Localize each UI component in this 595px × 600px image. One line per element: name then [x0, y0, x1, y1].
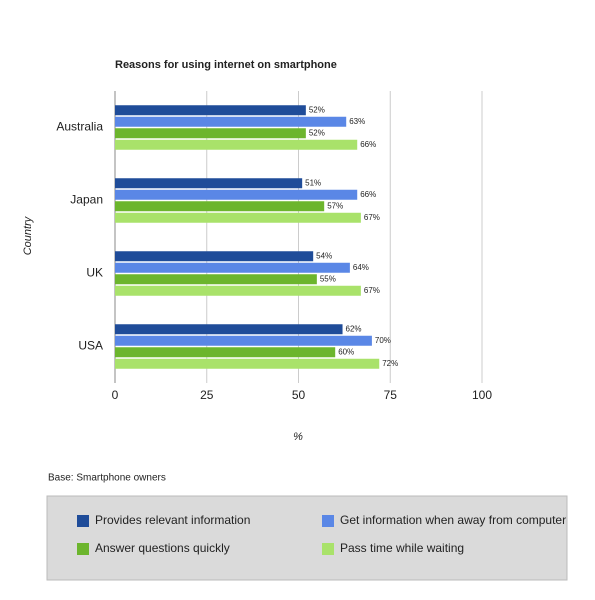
value-label: 66%: [360, 190, 376, 199]
x-tick-label: 50: [292, 388, 306, 402]
y-tick-label: Japan: [70, 193, 103, 207]
legend-label: Pass time while waiting: [340, 541, 464, 555]
y-axis-label: Country: [22, 215, 34, 255]
value-label: 66%: [360, 140, 376, 149]
bar: [115, 116, 347, 127]
x-tick-label: 0: [112, 388, 119, 402]
value-label: 52%: [309, 128, 325, 137]
value-label: 60%: [338, 347, 354, 356]
value-label: 62%: [346, 324, 362, 333]
legend-label: Get information when away from computer: [340, 513, 566, 527]
note: Base: Smartphone owners: [48, 473, 166, 484]
legend-label: Provides relevant information: [95, 513, 250, 527]
value-label: 63%: [349, 117, 365, 126]
legend-label: Answer questions quickly: [95, 541, 230, 555]
bar: [115, 212, 361, 223]
y-tick-label: UK: [86, 266, 103, 280]
bar: [115, 139, 358, 150]
y-tick-label: USA: [78, 339, 103, 353]
value-label: 67%: [364, 213, 380, 222]
legend-swatch: [77, 543, 89, 555]
value-label: 52%: [309, 105, 325, 114]
bar: [115, 274, 317, 285]
legend-swatch: [77, 515, 89, 527]
bar: [115, 105, 306, 116]
value-label: 57%: [327, 201, 343, 210]
value-label: 67%: [364, 286, 380, 295]
bar: [115, 128, 306, 139]
legend-swatch: [322, 543, 334, 555]
value-label: 51%: [305, 178, 321, 187]
bar: [115, 347, 336, 358]
value-label: 54%: [316, 251, 332, 260]
bar: [115, 324, 343, 335]
bar: [115, 251, 314, 262]
bar: [115, 201, 325, 212]
x-tick-label: 25: [200, 388, 214, 402]
bar: [115, 178, 303, 189]
legend-box: [46, 495, 568, 581]
value-label: 70%: [375, 336, 391, 345]
chart-title: Reasons for using internet on smartphone: [115, 59, 337, 71]
legend-swatch: [322, 515, 334, 527]
value-label: 72%: [382, 359, 398, 368]
bar: [115, 335, 372, 346]
bar: [115, 358, 380, 369]
x-axis-label: %: [293, 431, 303, 443]
x-tick-label: 75: [384, 388, 398, 402]
x-tick-label: 100: [472, 388, 492, 402]
y-tick-label: Australia: [56, 120, 103, 134]
bar: [115, 262, 350, 273]
value-label: 64%: [353, 263, 369, 272]
bar: [115, 189, 358, 200]
value-label: 55%: [320, 274, 336, 283]
bar: [115, 285, 361, 296]
